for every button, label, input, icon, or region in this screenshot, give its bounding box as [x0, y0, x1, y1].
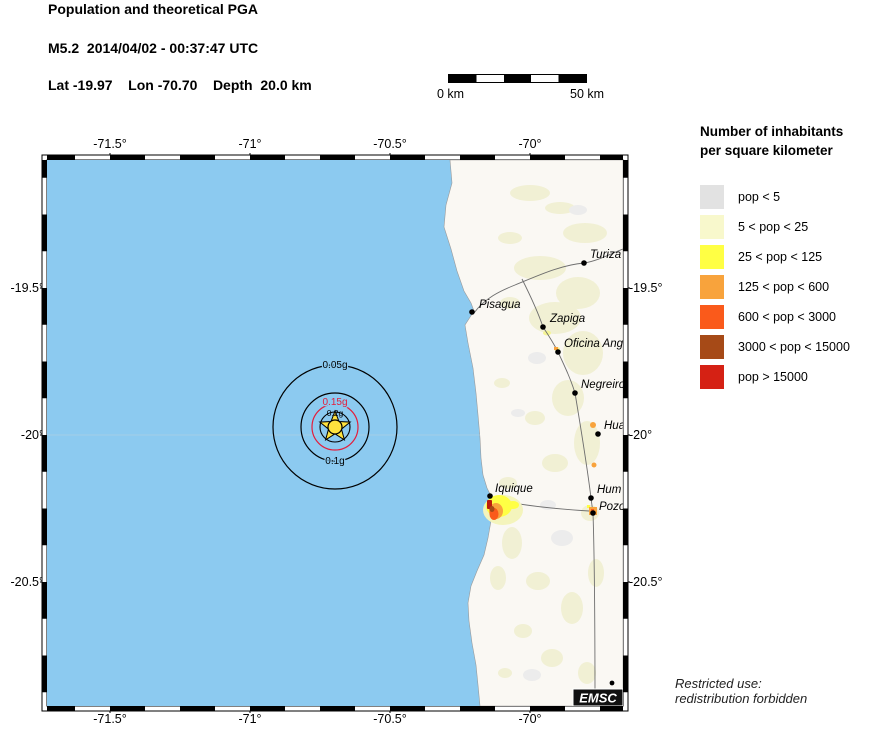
scale-end-label: 50 km	[570, 87, 605, 101]
axis-bottom-lon-3: -70.5°	[373, 712, 407, 726]
axis-top-lon-2: -71°	[238, 137, 262, 151]
axis-bottom-lon-4: -70°	[518, 712, 542, 726]
svg-text:Iquique: Iquique	[495, 483, 533, 495]
legend-row-pop-3000-15000: 3000 < pop < 15000	[700, 335, 882, 359]
pga-label-015g: 0.15g	[322, 397, 347, 408]
event-magnitude-datetime: M5.2 2014/04/02 - 00:37:47 UTC	[48, 40, 259, 56]
legend-swatch	[700, 365, 724, 389]
legend-swatch	[700, 215, 724, 239]
svg-text:Turiza: Turiza	[590, 249, 621, 261]
svg-text:Pisagua: Pisagua	[479, 299, 521, 311]
city-oficina: Oficina Ang	[555, 338, 623, 355]
legend-row-pop-5-25: 5 < pop < 25	[700, 215, 882, 239]
city-pisagua: Pisagua	[469, 299, 521, 315]
svg-text:Pozo: Pozo	[599, 501, 626, 513]
legend-row-pop-600-3000: 600 < pop < 3000	[700, 305, 882, 329]
city-dot-unlabeled	[609, 680, 615, 686]
city-huara: Hua	[595, 420, 625, 437]
svg-text:Hua: Hua	[604, 420, 625, 432]
legend-row-pop-lt-5: pop < 5	[700, 185, 882, 209]
city-negreiro: Negreiro	[572, 379, 626, 396]
svg-text:Hum: Hum	[597, 484, 622, 496]
epicenter-star	[318, 409, 352, 442]
axis-ticks	[40, 153, 630, 713]
pga-ring-01g	[300, 392, 370, 462]
legend-label: 125 < pop < 600	[738, 280, 830, 294]
axis-right-lat-3: -20.5°	[629, 575, 663, 589]
legend-label: pop < 5	[738, 190, 781, 204]
emsc-logo-text: EMSC	[579, 691, 617, 706]
pga-ring-005g	[272, 364, 398, 490]
legend-label: pop > 15000	[738, 370, 808, 384]
city-zapiga: Zapiga	[540, 313, 585, 330]
event-coordinates-depth: Lat -19.97 Lon -70.70 Depth 20.0 km	[48, 77, 312, 93]
legend-swatch	[700, 305, 724, 329]
axis-bottom-lon-2: -71°	[238, 712, 262, 726]
emsc-logo: EMSC	[572, 688, 623, 706]
axis-top-lon-4: -70°	[518, 137, 542, 151]
legend-label: 5 < pop < 25	[738, 220, 809, 234]
map-canvas: 0.05g 0.1g 0.15g 0.2g Turiza Pisagua Zap…	[40, 153, 630, 713]
axis-left-lat-2: -20°	[20, 428, 44, 442]
pga-label-02g: 0.2g	[327, 408, 344, 418]
axis-top-lon-1: -71.5°	[93, 137, 127, 151]
pga-label-005g: 0.05g	[322, 360, 347, 371]
axis-bottom-lon-1: -71.5°	[93, 712, 127, 726]
svg-text:Negreiro: Negreiro	[581, 379, 626, 391]
pga-ring-labels: 0.05g 0.1g 0.15g 0.2g	[321, 359, 349, 469]
city-pozo: Pozo	[590, 501, 626, 516]
axis-right-lat-2: -20°	[629, 428, 653, 442]
population-legend: Number of inhabitants per square kilomet…	[700, 122, 882, 395]
cities: Turiza Pisagua Zapiga Oficina Ang Negrei…	[469, 249, 626, 686]
axis-top-lon-3: -70.5°	[373, 137, 407, 151]
axis-left-lat-1: -19.5°	[10, 281, 45, 295]
legend-label: 3000 < pop < 15000	[738, 340, 850, 354]
city-turiza: Turiza	[581, 249, 621, 266]
population-density-patches	[490, 185, 607, 684]
legend-swatch	[700, 245, 724, 269]
legend-row-pop-125-600: 125 < pop < 600	[700, 275, 882, 299]
svg-text:Oficina Ang: Oficina Ang	[564, 338, 624, 350]
pga-label-01g: 0.1g	[325, 456, 344, 467]
restriction-notice: Restricted use: redistribution forbidden	[675, 676, 808, 706]
legend-swatch	[700, 335, 724, 359]
scale-start-label: 0 km	[437, 87, 465, 101]
city-iquique: Iquique	[487, 483, 533, 499]
svg-text:Zapiga: Zapiga	[549, 313, 585, 325]
axis-left-lat-3: -20.5°	[10, 575, 45, 589]
page-title: Population and theoretical PGA	[48, 1, 259, 17]
legend-title: Number of inhabitants per square kilomet…	[700, 124, 844, 158]
legend-row-pop-25-125: 25 < pop < 125	[700, 245, 882, 269]
legend-row-pop-gt-15000: pop > 15000	[700, 365, 882, 389]
legend-swatch	[700, 185, 724, 209]
map-scale-bar	[448, 74, 587, 83]
legend-swatch	[700, 275, 724, 299]
legend-label: 600 < pop < 3000	[738, 310, 837, 324]
axis-right-lat-1: -19.5°	[629, 281, 663, 295]
city-humberstone: Hum	[588, 484, 622, 501]
legend-label: 25 < pop < 125	[738, 250, 823, 264]
pga-ring-015g	[311, 403, 359, 451]
